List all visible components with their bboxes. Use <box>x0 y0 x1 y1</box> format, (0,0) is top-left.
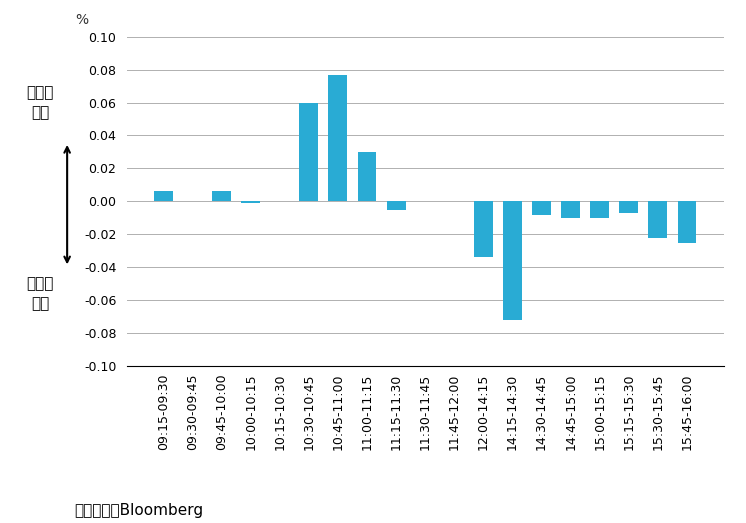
Bar <box>619 201 639 213</box>
Bar <box>328 74 348 201</box>
Bar <box>677 201 697 243</box>
Bar <box>474 201 493 257</box>
Bar <box>154 191 173 201</box>
Bar <box>357 152 377 201</box>
Bar <box>212 191 231 201</box>
Bar <box>532 201 551 214</box>
Text: 資料來源：Bloomberg: 資料來源：Bloomberg <box>75 503 204 518</box>
Bar <box>590 201 609 218</box>
Bar <box>648 201 668 237</box>
Bar <box>241 201 260 203</box>
Bar <box>299 103 319 201</box>
Bar <box>503 201 522 320</box>
Text: %: % <box>75 13 89 27</box>
Text: 新台幣
貶值: 新台幣 貶值 <box>27 276 54 311</box>
Bar <box>561 201 580 218</box>
Bar <box>386 201 406 210</box>
Text: 新台幣
升值: 新台幣 升值 <box>27 85 54 120</box>
